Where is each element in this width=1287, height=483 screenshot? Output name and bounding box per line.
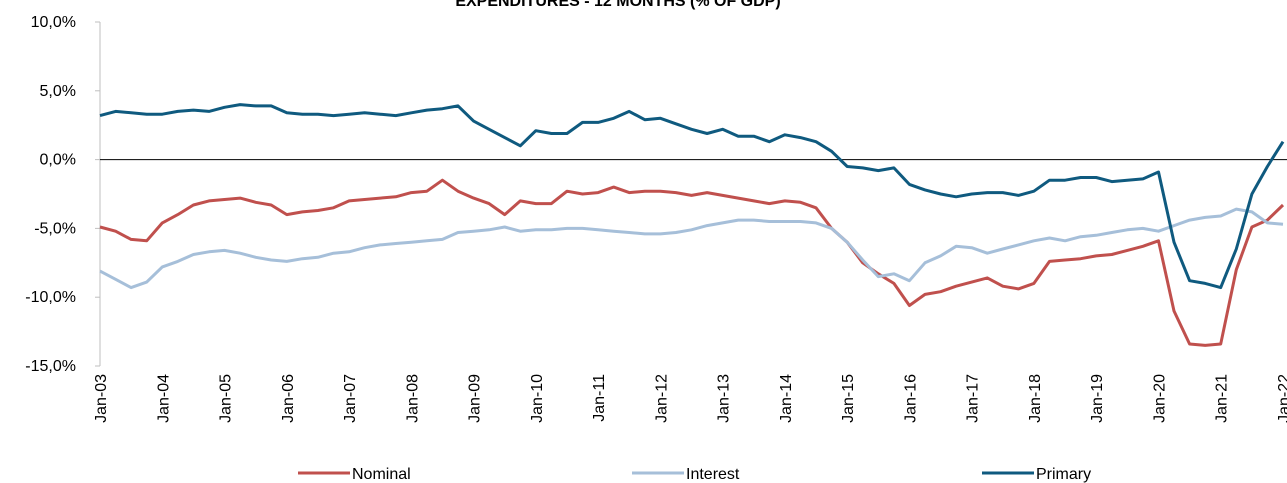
x-tick-label: Jan-07: [342, 374, 359, 423]
x-tick-label: Jan-04: [155, 374, 172, 423]
x-tick-label: Jan-21: [1214, 374, 1231, 423]
x-tick-label: Jan-12: [653, 374, 670, 423]
x-tick-label: Jan-18: [1027, 374, 1044, 423]
x-tick-label: Jan-16: [902, 374, 919, 423]
y-tick-label: 5,0%: [40, 83, 76, 100]
y-tick-label: 10,0%: [31, 14, 76, 31]
x-tick-label: Jan-09: [467, 374, 484, 423]
line-series: [99, 178, 1285, 347]
x-tick-label: Jan-05: [218, 374, 235, 423]
legend-label: Primary: [1036, 466, 1091, 483]
x-tick-label: Jan-14: [778, 374, 795, 423]
x-tick-label: Jan-06: [280, 374, 297, 423]
x-tick-label: Jan-20: [1151, 374, 1168, 423]
x-tick-label: Jan-15: [840, 374, 857, 423]
y-tick-label: -5,0%: [34, 220, 76, 237]
x-tick-label: Jan-22: [1276, 374, 1287, 423]
y-tick-label: -15,0%: [25, 358, 76, 375]
x-tick-label: Jan-08: [404, 374, 421, 423]
x-tick-label: Jan-17: [965, 374, 982, 423]
y-tick-label: -10,0%: [25, 289, 76, 306]
x-tick-label: Jan-13: [716, 374, 733, 423]
y-tick-label: 0,0%: [40, 152, 76, 169]
x-tick-label: Jan-11: [591, 374, 608, 422]
legend-label: Nominal: [352, 466, 411, 483]
line-series: [99, 103, 1285, 290]
x-tick-label: Jan-19: [1089, 374, 1106, 423]
legend-label: Interest: [686, 466, 740, 483]
x-tick-label: Jan-03: [93, 374, 110, 423]
x-tick-label: Jan-10: [529, 374, 546, 423]
line-series: [99, 207, 1284, 290]
chart-title: EXPENDITURES - 12 MONTHS (% OF GDP): [455, 0, 780, 10]
